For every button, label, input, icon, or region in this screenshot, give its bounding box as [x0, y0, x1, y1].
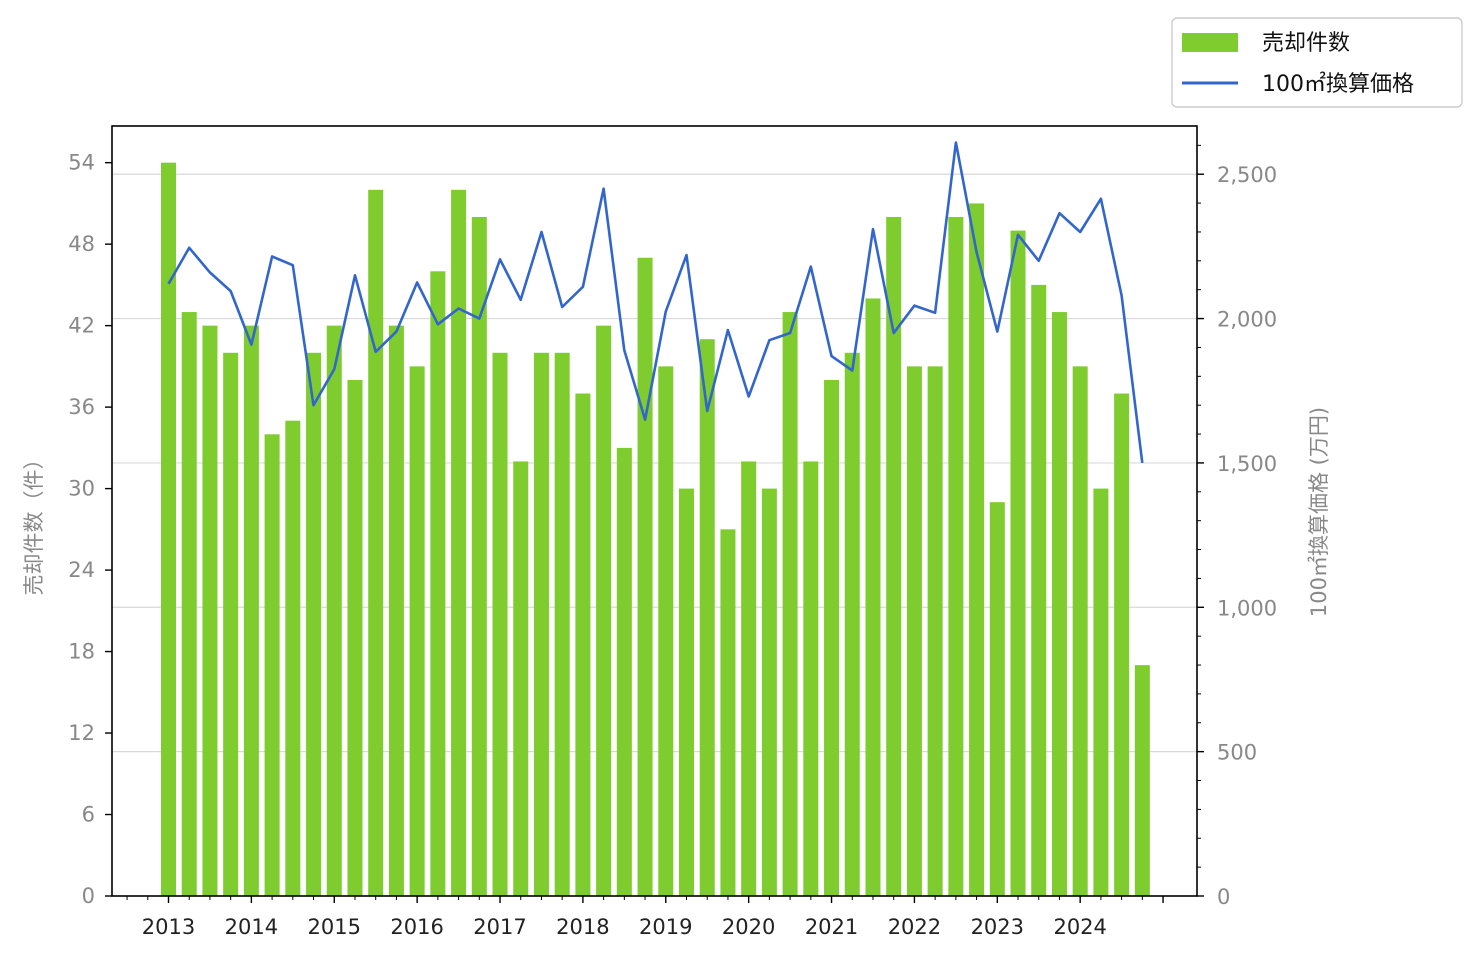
bar	[306, 352, 322, 896]
x-tick-label: 2020	[722, 915, 775, 939]
left-axis-title: 売却件数（件）	[22, 449, 46, 596]
right-axis-title: 100㎡換算価格 (万円)	[1307, 407, 1331, 617]
x-tick-label: 2013	[142, 915, 195, 939]
bar	[844, 352, 860, 896]
left-tick-label: 54	[68, 151, 95, 175]
bar	[699, 339, 715, 897]
bar	[596, 325, 612, 896]
bar	[1031, 284, 1047, 896]
bar	[865, 298, 881, 897]
legend: 売却件数 100㎡換算価格	[1171, 17, 1463, 108]
bar-series	[161, 162, 1150, 897]
left-tick-label: 6	[82, 803, 95, 827]
bar	[202, 325, 218, 896]
bar	[388, 325, 404, 896]
legend-bar-swatch	[1182, 33, 1238, 52]
left-axis: 0 6 12 18 24 30 36 42 48 54	[68, 151, 112, 908]
bar	[720, 529, 736, 896]
bar	[161, 162, 176, 896]
right-tick-label: 500	[1217, 741, 1257, 765]
bar	[181, 312, 197, 896]
x-tick-label: 2017	[473, 915, 526, 939]
x-tick-label: 2023	[971, 915, 1024, 939]
bar	[264, 434, 280, 896]
bar	[1093, 488, 1109, 896]
right-tick-label: 2,000	[1217, 308, 1277, 332]
bar	[1010, 230, 1026, 897]
legend-box	[1171, 17, 1463, 108]
bar	[761, 488, 777, 896]
right-tick-label: 1,500	[1217, 452, 1277, 476]
bar	[471, 216, 487, 896]
x-tick-label: 2022	[888, 915, 941, 939]
bar	[1134, 665, 1150, 896]
bar	[824, 379, 840, 896]
left-tick-label: 18	[68, 640, 95, 664]
bar	[679, 488, 694, 896]
left-tick-label: 36	[68, 395, 95, 419]
bar	[741, 461, 757, 896]
bar	[1072, 366, 1088, 896]
x-tick-label: 2015	[308, 915, 361, 939]
bar	[637, 257, 653, 896]
right-tick-label: 1,000	[1217, 596, 1277, 620]
x-tick-label: 2018	[556, 915, 609, 939]
x-axis: 2013 2014 2015 2016 2017 2018 2019 2020 2021 2022…	[126, 896, 1164, 939]
bar	[492, 352, 508, 896]
bar	[575, 393, 591, 896]
x-tick-label: 2014	[225, 915, 278, 939]
bar	[554, 352, 570, 896]
line-series	[167, 141, 1144, 464]
left-tick-label: 12	[68, 721, 95, 745]
bar	[782, 312, 798, 896]
bar	[513, 461, 529, 896]
bar	[1114, 393, 1130, 896]
x-tick-label: 2021	[805, 915, 858, 939]
bar	[243, 325, 259, 896]
bar	[658, 366, 674, 896]
bar	[906, 366, 922, 896]
left-tick-label: 48	[68, 232, 95, 256]
bar	[886, 216, 902, 896]
bar	[223, 352, 239, 896]
left-tick-label: 0	[82, 884, 95, 908]
bar	[989, 502, 1005, 896]
plot-frame	[111, 125, 1198, 897]
legend-line-label: 100㎡換算価格	[1262, 71, 1414, 97]
bar	[1051, 312, 1067, 896]
left-tick-label: 24	[68, 558, 95, 582]
legend-bar-label: 売却件数	[1262, 31, 1350, 56]
bar	[326, 325, 342, 896]
right-axis: 0 500 1,000 1,500 2,000 2,500	[1197, 144, 1277, 909]
bar	[368, 189, 384, 897]
bar	[285, 420, 301, 896]
right-tick-label: 2,500	[1217, 163, 1277, 187]
bar	[969, 203, 985, 896]
x-tick-label: 2016	[390, 915, 443, 939]
bar	[409, 366, 425, 896]
bar	[533, 352, 549, 896]
bar	[347, 379, 363, 896]
x-tick-label: 2019	[639, 915, 692, 939]
bar	[451, 189, 467, 897]
price-line	[167, 141, 1144, 464]
bar	[430, 271, 446, 896]
bar	[616, 447, 632, 896]
bar	[803, 461, 819, 896]
left-tick-label: 42	[68, 314, 95, 338]
left-tick-label: 30	[68, 477, 95, 501]
x-tick-label: 2024	[1053, 915, 1106, 939]
bar	[948, 216, 964, 896]
right-tick-label: 0	[1217, 885, 1230, 909]
bar	[927, 366, 943, 896]
